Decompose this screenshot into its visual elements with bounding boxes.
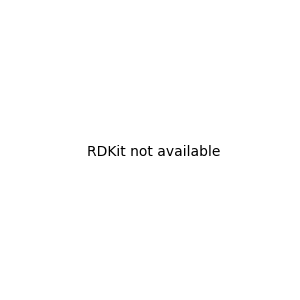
Text: RDKit not available: RDKit not available bbox=[87, 145, 220, 158]
